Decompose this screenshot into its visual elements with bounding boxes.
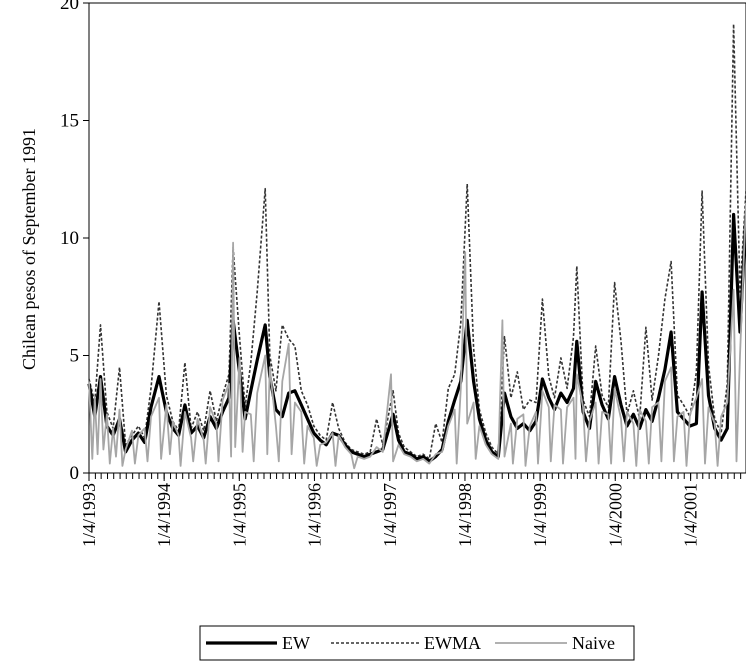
series-line-ewma (88, 23, 746, 460)
x-tick-label: 1/4/1997 (380, 483, 400, 547)
x-tick-label: 1/4/2001 (681, 483, 701, 547)
y-axis: 0 5 10 15 20 (60, 0, 89, 484)
x-tick-label: 1/4/1995 (229, 483, 249, 547)
y-tick-label: 0 (70, 463, 80, 484)
x-axis: 1/4/1993 1/4/1994 1/4/1995 1/4/1996 1/4/1997… (79, 473, 742, 547)
series-layer (87, 23, 746, 470)
y-tick-label: 5 (70, 346, 80, 367)
legend: EW EWMA Naive (199, 625, 635, 661)
x-tick-label: 1/4/2000 (605, 483, 625, 547)
x-tick-label: 1/4/1993 (79, 483, 99, 547)
y-tick-label: 10 (60, 228, 79, 249)
x-tick-label: 1/4/1994 (154, 483, 174, 547)
plot-frame (88, 2, 746, 474)
legend-label-ewma: EWMA (424, 633, 481, 653)
legend-label-ew: EW (282, 633, 310, 653)
x-tick-label: 1/4/1998 (455, 483, 475, 547)
y-tick-label: 15 (60, 111, 79, 132)
x-tick-label: 1/4/1996 (305, 483, 325, 547)
legend-label-naive: Naive (572, 633, 615, 653)
y-tick-label: 20 (60, 0, 79, 14)
y-axis-label: Chilean pesos of September 1991 (19, 128, 39, 370)
series-line-naive (88, 202, 746, 470)
legend-items: EW EWMA Naive (206, 633, 615, 653)
x-tick-label: 1/4/1999 (530, 483, 550, 547)
